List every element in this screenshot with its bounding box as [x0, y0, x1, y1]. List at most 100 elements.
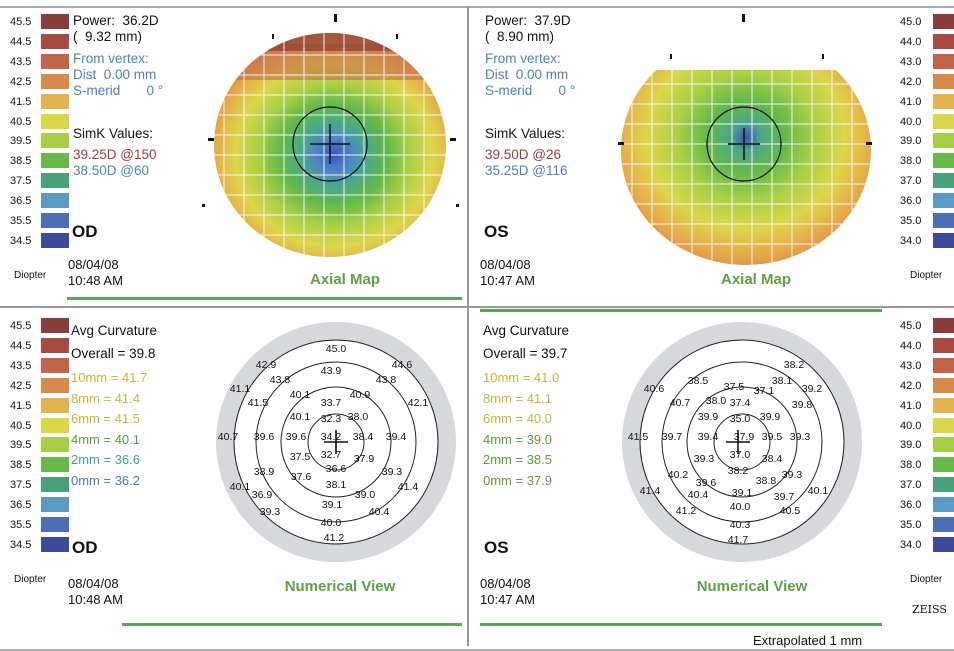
scale-value: 36.0 — [900, 195, 922, 208]
curvature-value: 38.5 — [688, 375, 709, 387]
scale-swatch — [933, 113, 954, 129]
scale-swatch — [41, 14, 69, 29]
scale-value: 42.5 — [10, 75, 32, 88]
scale-swatch — [41, 357, 69, 373]
curvature-value: 40.0 — [730, 501, 751, 513]
scale-swatch — [933, 53, 954, 69]
scale-entry: 35.0 — [900, 212, 954, 231]
scale-swatch — [933, 517, 954, 532]
scale-swatch — [41, 536, 69, 552]
od-zone-0mm: 0mm = 36.2 — [71, 472, 141, 488]
scale-value: 39.5 — [10, 135, 32, 148]
curvature-value: 38.4 — [762, 453, 783, 465]
scale-value: 43.5 — [10, 55, 32, 68]
os-eye-label-numerical: OS — [484, 538, 509, 557]
curvature-value: 38.2 — [784, 359, 805, 371]
scale-value: 45.5 — [10, 16, 32, 28]
curvature-value: 39.0 — [355, 489, 376, 501]
od-power: Power: 36.2D — [73, 13, 159, 28]
scale-value: 44.5 — [10, 339, 32, 352]
curvature-value: 43.8 — [270, 374, 291, 386]
curvature-value: 43.9 — [321, 365, 342, 377]
curvature-value: 37.6 — [291, 471, 312, 483]
scale-swatch — [933, 133, 954, 149]
scale-entry: 35.0 — [900, 516, 954, 535]
scale-value: 36.5 — [10, 195, 32, 208]
os-date: 08/04/08 — [480, 257, 531, 272]
curvature-value: 39.3 — [790, 431, 811, 443]
curvature-value: 39.6 — [254, 431, 275, 443]
scale-swatch — [933, 477, 954, 493]
curvature-value: 37.5 — [290, 451, 311, 463]
os-zone-6mm: 6mm = 40.0 — [483, 411, 553, 426]
curvature-value: 41.1 — [230, 383, 251, 395]
curvature-value: 37.5 — [724, 381, 745, 393]
scale-entry: 35.5 — [6, 212, 72, 231]
od-time-numerical: 10:48 AM — [68, 592, 123, 607]
od-time: 10:48 AM — [68, 273, 123, 288]
od-numerical-underline — [122, 623, 462, 626]
od-simk-title: SimK Values: — [73, 126, 154, 141]
scale-entry: 45.5 — [6, 317, 72, 336]
scale-entry: 38.0 — [900, 456, 954, 475]
scale-value: 34.5 — [10, 234, 32, 247]
scale-entry: 43.0 — [900, 357, 954, 376]
diopter-label: Diopter — [910, 574, 943, 585]
curvature-value: 38.4 — [353, 431, 374, 443]
scale-value: 44.0 — [900, 339, 922, 352]
curvature-value: 38.9 — [254, 466, 275, 478]
os-radius: ( 8.90 mm) — [485, 29, 555, 44]
scale-value: 36.0 — [900, 499, 922, 512]
curvature-value: 39.6 — [696, 477, 717, 489]
od-eye-label: OD — [72, 222, 98, 241]
scale-entry: 45.0 — [900, 13, 954, 32]
scale-value: 35.5 — [10, 215, 32, 227]
curvature-value: 39.9 — [760, 411, 781, 423]
os-axial-map — [608, 14, 884, 265]
curvature-value: 39.9 — [698, 411, 719, 423]
scale-value: 45.0 — [900, 16, 922, 28]
curvature-value: 40.2 — [668, 469, 689, 481]
scale-value: 38.5 — [10, 459, 32, 472]
os-axial-underline — [480, 309, 882, 312]
scale-swatch — [933, 33, 954, 49]
curvature-value: 41.4 — [398, 481, 419, 493]
scale-entry: 42.0 — [900, 377, 954, 396]
curvature-value: 32.7 — [321, 449, 342, 461]
brand-logo: ZEISS — [912, 603, 947, 616]
os-overall: Overall = 39.7 — [483, 346, 568, 361]
scale-swatch — [933, 417, 954, 433]
os-zone-4mm: 4mm = 39.0 — [483, 431, 553, 447]
scale-value: 41.5 — [10, 95, 32, 108]
scale-swatch — [933, 357, 954, 373]
curvature-value: 45.0 — [326, 343, 347, 355]
scale-entry: 45.5 — [6, 13, 72, 32]
scale-entry: 38.5 — [6, 456, 72, 475]
scale-swatch — [41, 232, 69, 248]
scale-swatch — [933, 173, 954, 189]
curvature-value: 40.9 — [350, 389, 371, 401]
curvature-value: 38.1 — [326, 479, 347, 491]
curvature-value: 35.0 — [730, 413, 751, 425]
scale-entry: 36.0 — [900, 192, 954, 211]
scale-swatch — [933, 14, 954, 29]
scale-entry: 44.5 — [6, 337, 72, 356]
os-simk-1: 39.50D @26 — [485, 147, 562, 162]
od-avg-curvature-title: Avg Curvature — [71, 323, 158, 338]
vertical-divider — [467, 6, 469, 646]
scale-value: 43.5 — [10, 359, 32, 372]
scale-value: 38.0 — [900, 155, 922, 168]
os-avg-curvature-title: Avg Curvature — [483, 323, 570, 338]
os-time-numerical: 10:47 AM — [480, 592, 535, 607]
scale-entry: 34.0 — [900, 232, 954, 251]
scale-swatch — [41, 33, 69, 49]
scale-entry: 39.0 — [900, 132, 954, 151]
curvature-value: 43.8 — [376, 374, 397, 386]
scale-entry: 44.0 — [900, 33, 954, 52]
scale-value: 41.0 — [900, 399, 922, 412]
curvature-value: 38.8 — [756, 475, 777, 487]
scale-swatch — [41, 437, 69, 453]
os-zone-10mm: 10mm = 41.0 — [483, 370, 560, 385]
od-zone-2mm: 2mm = 36.6 — [71, 452, 141, 467]
od-zone-10mm: 10mm = 41.7 — [71, 370, 148, 385]
